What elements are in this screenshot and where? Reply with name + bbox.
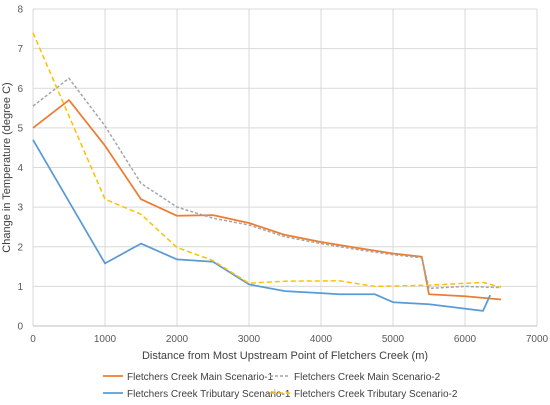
legend-label: Fletchers Creek Main Scenario-1 [127, 372, 274, 383]
legend-label: Fletchers Creek Main Scenario-2 [294, 372, 441, 383]
x-tick-label: 7000 [526, 334, 549, 345]
series-line-4 [32, 32, 502, 288]
y-tick-label: 3 [17, 203, 23, 214]
y-tick-label: 4 [17, 163, 23, 174]
series-line-1 [32, 99, 502, 301]
x-axis-title: Distance from Most Upstream Point of Fle… [142, 350, 428, 362]
y-tick-label: 0 [17, 322, 23, 333]
series-line-2 [32, 77, 502, 290]
series-line-3 [32, 139, 491, 312]
y-axis-title: Change in Temperature (degree C) [1, 82, 13, 252]
x-tick-label: 3000 [238, 334, 261, 345]
axes: 0 1 2 3 4 5 6 7 8 0 1000 2000 3000 4000 5000 6000 7000 [17, 5, 548, 346]
y-tick-label: 7 [17, 44, 23, 55]
x-tick-label: 5000 [382, 334, 405, 345]
legend-label: Fletchers Creek Tributary Scenario-2 [294, 389, 458, 400]
legend-label: Fletchers Creek Tributary Scenario-1 [127, 389, 291, 400]
x-tick-label: 2000 [166, 334, 189, 345]
y-tick-label: 8 [17, 5, 23, 16]
y-tick-label: 2 [17, 242, 23, 253]
x-tick-label: 0 [30, 334, 36, 345]
y-tick-label: 5 [17, 123, 23, 134]
y-tick-label: 6 [17, 84, 23, 95]
legend: Fletchers Creek Main Scenario-1 Fletchers… [103, 372, 458, 400]
series-lines [32, 32, 502, 312]
y-tick-label: 1 [17, 282, 23, 293]
x-tick-label: 1000 [94, 334, 117, 345]
x-tick-label: 6000 [454, 334, 477, 345]
x-tick-label: 4000 [310, 334, 333, 345]
grid [32, 8, 538, 327]
